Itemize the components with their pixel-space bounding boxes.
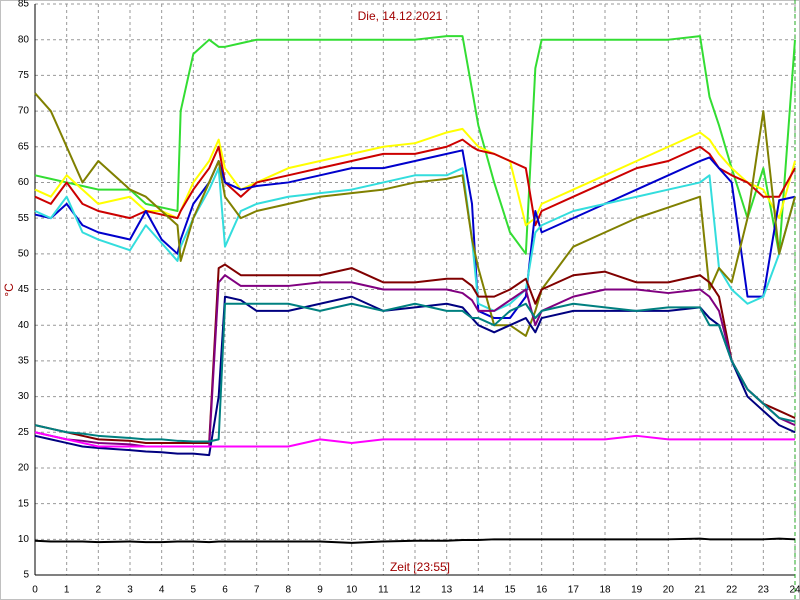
x-tick-label: 11 [378, 585, 389, 596]
x-tick-label: 20 [663, 585, 675, 596]
y-tick-label: 10 [18, 534, 30, 545]
series-line [34, 35, 796, 255]
series-line [34, 92, 796, 337]
x-tick-label: 2 [96, 585, 102, 596]
x-tick-label: 1 [64, 585, 70, 596]
x-tick-label: 6 [222, 585, 228, 596]
y-tick-label: 40 [18, 320, 30, 331]
y-tick-label: 25 [18, 427, 30, 438]
series-line [34, 537, 796, 544]
x-tick-label: 12 [409, 585, 421, 596]
x-tick-label: 13 [441, 585, 453, 596]
x-tick-label: 21 [694, 585, 706, 596]
y-tick-label: 85 [18, 0, 30, 10]
x-tick-label: 18 [599, 585, 611, 596]
series-line [34, 263, 796, 444]
x-tick-label: 14 [473, 585, 485, 596]
x-tick-label: 8 [286, 585, 292, 596]
x-tick-label: 19 [631, 585, 643, 596]
x-tick-label: 9 [317, 585, 323, 596]
x-tick-label: 16 [536, 585, 548, 596]
y-tick-label: 20 [18, 463, 30, 474]
y-tick-label: 30 [18, 391, 30, 402]
y-tick-label: 5 [23, 570, 29, 581]
y-tick-label: 70 [18, 106, 30, 117]
series-line [34, 149, 796, 320]
y-tick-label: 50 [18, 248, 30, 259]
x-tick-label: 7 [254, 585, 260, 596]
y-tick-label: 55 [18, 213, 30, 224]
series-line [34, 138, 796, 227]
y-tick-label: 45 [18, 284, 30, 295]
x-tick-label: 4 [159, 585, 165, 596]
y-tick-label: 75 [18, 70, 30, 81]
x-tick-label: 5 [191, 585, 197, 596]
y-tick-label: 65 [18, 141, 30, 152]
y-tick-label: 60 [18, 177, 30, 188]
series-line [34, 167, 796, 312]
y-tick-label: 35 [18, 356, 30, 367]
x-tick-label: 22 [726, 585, 738, 596]
series-line [34, 431, 795, 448]
x-axis-label: Zeit [23:55] [390, 560, 450, 574]
y-tick-label: 80 [18, 34, 30, 45]
y-tick-label: 15 [18, 498, 30, 509]
series-line [34, 302, 796, 443]
x-tick-label: 10 [346, 585, 358, 596]
x-tick-label: 0 [32, 585, 38, 596]
y-axis-label: °C [2, 283, 16, 297]
chart-title: Die, 14.12.2021 [358, 9, 443, 23]
x-tick-label: 23 [758, 585, 770, 596]
x-tick-label: 17 [568, 585, 580, 596]
x-tick-label: 3 [127, 585, 133, 596]
series-line [34, 127, 796, 227]
x-tick-label: 15 [504, 585, 516, 596]
